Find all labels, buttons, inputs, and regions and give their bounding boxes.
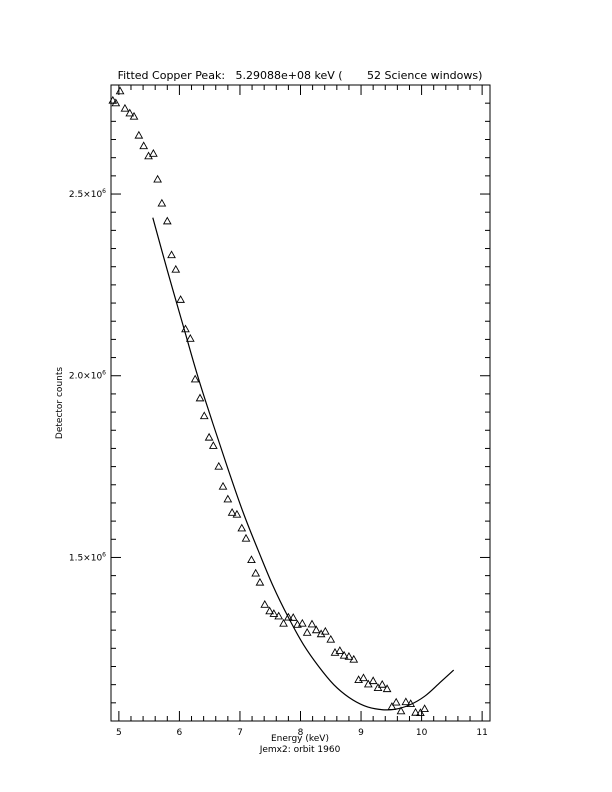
data-point-triangle — [115, 86, 125, 95]
data-point-triangle — [420, 704, 429, 713]
data-point-triangle — [125, 108, 135, 117]
data-point-triangle — [311, 625, 321, 634]
data-point-triangle — [297, 618, 307, 627]
chart-title: Fitted Copper Peak: 5.29088e+08 keV ( 52… — [118, 69, 483, 82]
data-point-triangle — [368, 676, 378, 685]
data-point-triangle — [111, 98, 121, 107]
data-point-triangle — [255, 577, 265, 586]
data-point-triangle — [344, 651, 354, 660]
x-tick-label: 6 — [177, 728, 183, 738]
data-point-triangle — [251, 568, 261, 577]
data-point-triangle — [377, 679, 387, 688]
x-axis-label: Energy (keV) — [271, 734, 329, 744]
chart-subtitle: Jemx2: orbit 1960 — [259, 745, 341, 755]
data-point-triangle — [195, 393, 205, 402]
data-point-triangle — [153, 174, 162, 183]
data-point-triangle — [181, 324, 190, 333]
data-point-triangle — [265, 606, 274, 615]
data-point-triangle — [190, 374, 200, 383]
data-point-triangle — [157, 198, 167, 207]
data-point-triangle — [396, 706, 406, 715]
y-tick-label: 1.5×106 — [69, 551, 106, 563]
data-point-triangle — [326, 634, 336, 643]
y-tick-label: 2.5×106 — [69, 188, 106, 200]
data-point-triangle — [218, 481, 228, 490]
x-tick-label: 10 — [416, 728, 428, 738]
y-axis: 1.5×106 2.0×106 2.5×106 — [69, 102, 490, 704]
data-point-triangle — [359, 673, 368, 682]
data-point-triangle — [139, 141, 149, 150]
data-point-triangle — [214, 461, 224, 470]
data-point-triangle — [349, 654, 359, 663]
fit-curve — [152, 217, 455, 711]
data-point-triangle — [223, 494, 233, 503]
data-point-triangle — [162, 216, 172, 225]
data-point-triangle — [129, 111, 139, 120]
data-point-triangle — [307, 619, 317, 628]
data-point-triangle — [387, 702, 397, 710]
data-point-triangle — [335, 646, 345, 654]
data-point-triangle — [269, 609, 279, 617]
data-point-triangle — [171, 264, 181, 273]
data-point-triangle — [204, 432, 214, 441]
data-point-triangle — [316, 629, 326, 638]
data-point-triangle — [241, 533, 251, 542]
data-point-triangle — [293, 619, 302, 628]
data-point-triangle — [167, 250, 176, 259]
x-tick-label: 8 — [298, 728, 304, 738]
data-point-triangle — [284, 612, 293, 621]
data-point-triangle — [339, 650, 349, 659]
data-point-triangle — [382, 684, 392, 693]
data-point-triangle — [260, 599, 270, 608]
data-point-triangle — [120, 103, 130, 112]
x-tick-label: 7 — [237, 728, 243, 738]
data-point-triangle — [108, 95, 118, 104]
data-point-triangle — [185, 333, 195, 342]
x-axis: 5 6 7 8 9 10 11 — [116, 85, 488, 738]
data-point-triangle — [232, 509, 242, 518]
data-point-triangle — [320, 626, 330, 635]
data-point-triangle — [274, 611, 284, 620]
data-point-triangle — [411, 707, 420, 716]
x-tick-label: 11 — [476, 728, 487, 738]
data-point-triangle — [149, 148, 158, 157]
data-point-triangle — [401, 697, 411, 706]
y-tick-label: 2.0×106 — [69, 370, 106, 382]
x-tick-label: 5 — [116, 728, 122, 738]
data-point-triangle — [237, 523, 247, 532]
data-point-triangle — [134, 130, 144, 139]
y-axis-label: Detector counts — [55, 367, 65, 439]
data-points — [108, 86, 429, 717]
data-point-triangle — [247, 555, 256, 564]
data-point-triangle — [199, 411, 209, 420]
data-point-triangle — [208, 441, 218, 449]
data-point-triangle — [288, 613, 298, 621]
data-point-triangle — [176, 295, 185, 303]
data-point-triangle — [391, 697, 401, 706]
x-tick-label: 9 — [358, 728, 364, 738]
data-point-triangle — [227, 508, 237, 516]
data-point-triangle — [279, 618, 288, 627]
data-point-triangle — [302, 627, 312, 636]
data-point-triangle — [416, 708, 425, 717]
data-point-triangle — [406, 699, 416, 707]
